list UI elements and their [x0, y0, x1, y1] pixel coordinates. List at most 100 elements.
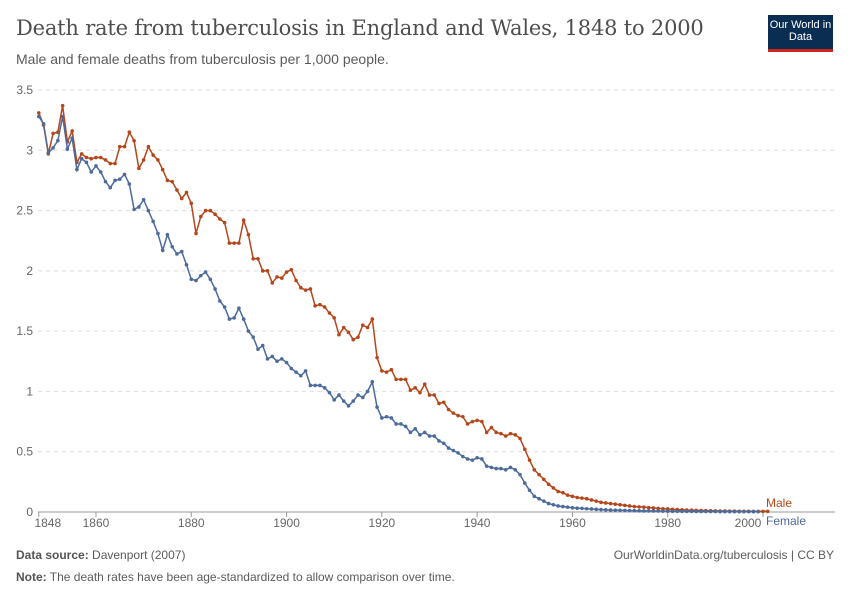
data-point — [684, 509, 689, 514]
data-point — [556, 504, 560, 508]
data-point — [403, 424, 408, 429]
data-point — [122, 144, 127, 149]
data-point — [461, 454, 465, 459]
owid-logo[interactable]: Our World in Data — [768, 15, 833, 52]
data-point — [165, 232, 170, 237]
data-point — [589, 507, 594, 511]
data-point — [198, 273, 203, 278]
data-point — [527, 488, 532, 493]
data-point — [708, 509, 713, 514]
data-point — [522, 481, 527, 485]
y-tick-label: 0.5 — [16, 445, 33, 459]
data-point — [632, 504, 637, 509]
data-point — [141, 197, 146, 202]
data-point — [160, 248, 165, 253]
data-point — [470, 458, 475, 462]
data-point — [518, 472, 522, 477]
data-point — [132, 138, 136, 143]
data-point — [746, 509, 751, 514]
data-point — [108, 185, 113, 190]
data-point — [194, 278, 198, 283]
data-source: Data source: Davenport (2007) — [16, 548, 185, 562]
data-point — [327, 390, 332, 395]
data-point — [380, 416, 384, 420]
data-point — [508, 431, 513, 436]
source-label: Data source: — [16, 548, 89, 562]
data-point — [365, 389, 370, 394]
data-point — [370, 379, 375, 384]
data-point — [451, 411, 456, 415]
data-point — [294, 370, 298, 374]
data-point — [117, 177, 122, 182]
data-point — [313, 304, 317, 308]
data-point — [308, 287, 313, 291]
data-point — [141, 158, 146, 162]
data-point — [656, 506, 660, 511]
y-tick-label: 2.5 — [16, 204, 33, 218]
data-point — [518, 436, 522, 441]
data-point — [680, 509, 684, 514]
data-point — [37, 114, 41, 119]
data-point — [260, 343, 265, 348]
data-point — [113, 161, 117, 166]
data-point — [494, 430, 498, 435]
data-point — [632, 508, 637, 513]
data-point — [222, 305, 227, 309]
data-point — [89, 170, 94, 174]
data-point — [227, 317, 232, 321]
data-point — [756, 509, 761, 514]
x-tick-label: 2000 — [735, 516, 762, 530]
data-point — [437, 401, 441, 406]
data-point — [384, 414, 389, 419]
data-point — [689, 509, 694, 514]
note-label: Note: — [16, 570, 47, 584]
data-point — [237, 241, 241, 245]
y-tick-label: 3 — [26, 143, 33, 157]
data-point — [356, 393, 360, 397]
data-point — [384, 370, 389, 374]
data-point — [537, 472, 541, 477]
data-point — [613, 502, 618, 506]
x-tick-label: 1900 — [273, 516, 300, 530]
source-text[interactable]: Davenport (2007) — [92, 548, 186, 562]
data-point — [551, 502, 556, 507]
data-point — [665, 509, 670, 513]
data-point — [251, 335, 256, 339]
data-point — [561, 490, 565, 495]
data-point — [584, 496, 589, 501]
data-point — [94, 155, 98, 160]
data-point — [175, 188, 179, 192]
data-point — [637, 508, 641, 513]
data-point — [360, 395, 365, 400]
logo-text: Our World in Data — [769, 19, 832, 43]
data-point — [456, 451, 460, 455]
data-point — [270, 354, 275, 359]
data-point — [189, 201, 194, 206]
legend-label-male: Male — [766, 496, 792, 510]
data-point — [179, 249, 184, 254]
data-point — [580, 506, 584, 511]
data-point — [475, 455, 479, 460]
data-point — [627, 508, 632, 513]
data-point — [542, 477, 546, 482]
data-point — [213, 287, 217, 291]
data-point — [375, 405, 379, 409]
data-point — [408, 388, 413, 393]
data-point — [475, 418, 479, 423]
data-point — [203, 270, 208, 274]
data-point — [337, 332, 341, 337]
data-point — [489, 425, 494, 430]
data-point — [727, 509, 732, 514]
data-point — [170, 244, 175, 249]
data-point — [542, 499, 546, 503]
data-point — [742, 509, 746, 514]
data-point — [441, 400, 446, 405]
data-point — [279, 276, 284, 280]
data-point — [713, 509, 718, 514]
data-point — [265, 269, 270, 273]
data-point — [441, 441, 446, 446]
data-point — [56, 138, 60, 143]
source-url[interactable]: OurWorldinData.org/tuberculosis | CC BY — [613, 548, 834, 562]
data-point — [98, 155, 103, 160]
